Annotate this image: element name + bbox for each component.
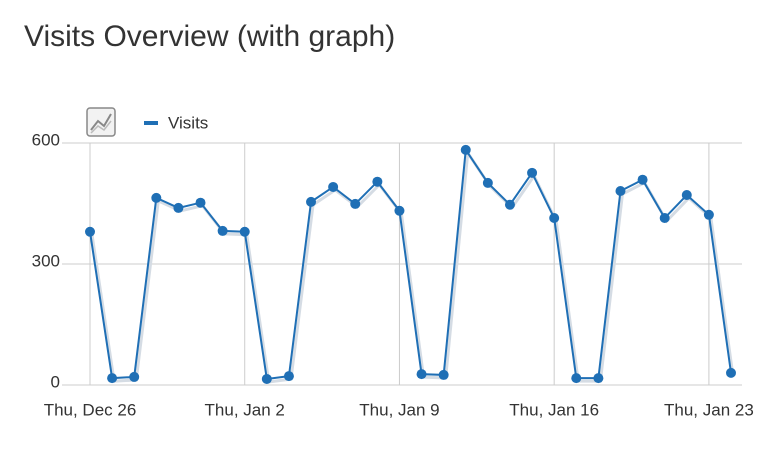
x-tick-label: Thu, Jan 23 (664, 400, 754, 419)
line-shadow (90, 148, 735, 384)
y-tick-label: 0 (51, 372, 60, 391)
point (438, 369, 449, 380)
point (394, 205, 405, 216)
point (261, 373, 272, 384)
point (703, 209, 714, 220)
graph-icon (86, 107, 116, 137)
point (659, 213, 670, 224)
point (129, 371, 140, 382)
x-tick-label: Thu, Jan 9 (359, 400, 439, 419)
point (372, 176, 383, 187)
point (350, 198, 361, 209)
y-tick-label: 300 (32, 251, 60, 270)
point (482, 177, 493, 188)
legend-swatch (144, 121, 158, 125)
point (416, 369, 427, 380)
point (571, 373, 582, 384)
point (726, 367, 736, 378)
point (173, 202, 184, 213)
point (151, 192, 162, 203)
point (195, 197, 206, 208)
legend-label[interactable]: Visits (168, 113, 208, 132)
point (593, 373, 604, 384)
point (527, 167, 538, 178)
point (283, 371, 294, 382)
point (328, 181, 339, 192)
point (615, 185, 626, 196)
x-tick-label: Thu, Dec 26 (44, 400, 137, 419)
chart-title: Visits Overview (with graph) (24, 20, 395, 53)
x-tick-label: Thu, Jan 16 (509, 400, 599, 419)
point (549, 213, 560, 224)
point (217, 225, 228, 236)
point (637, 174, 648, 185)
x-tick-label: Thu, Jan 2 (205, 400, 285, 419)
point (239, 226, 250, 237)
point (504, 199, 515, 210)
point (681, 190, 692, 201)
point (107, 373, 118, 384)
point (85, 226, 95, 237)
point (306, 196, 317, 207)
y-tick-label: 600 (32, 130, 60, 149)
point (460, 144, 471, 155)
